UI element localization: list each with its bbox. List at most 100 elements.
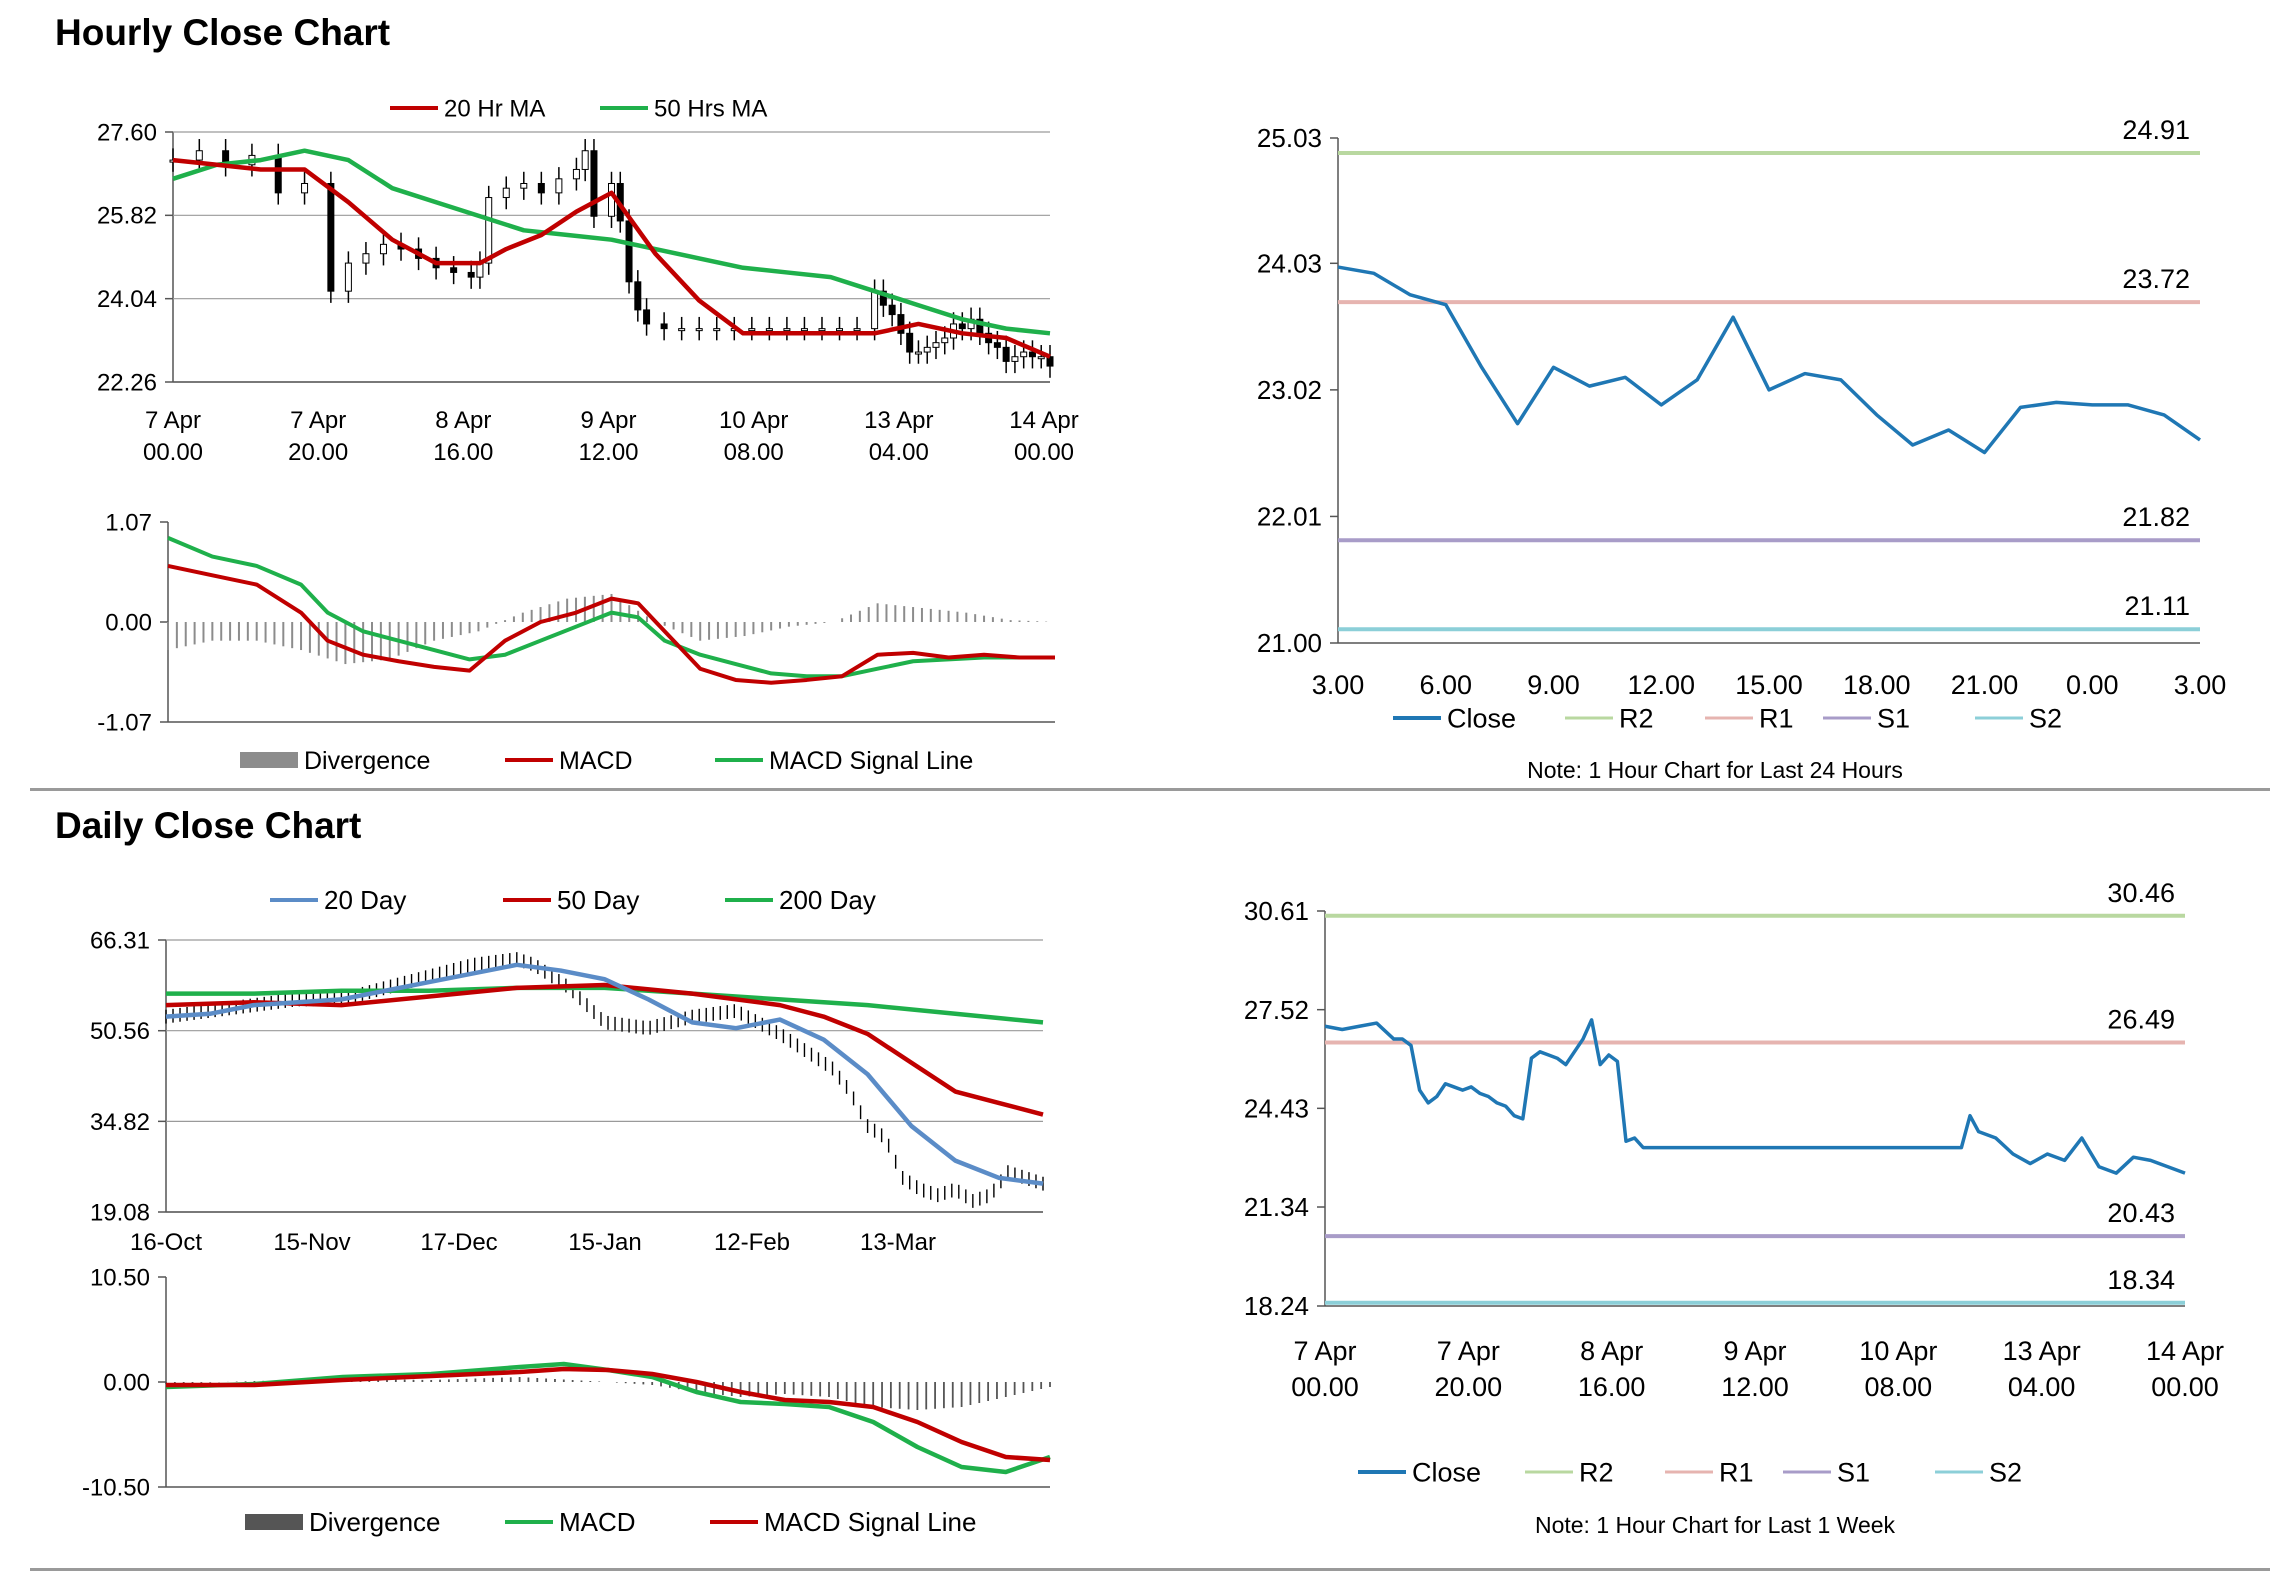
legend-hourly-macd-label: MACD (559, 747, 633, 775)
hourly-pivot-close-line (1337, 265, 2202, 455)
hourly-pivot-x-tick-label: 6.00 (1419, 670, 1472, 700)
legend-50hrs-ma-label: 50 Hrs MA (654, 95, 767, 122)
hourly-candle-body (713, 328, 721, 332)
hourly-pivot-x-tick-label: 3.00 (2174, 670, 2227, 700)
hourly-candle-body (195, 150, 203, 161)
daily-pivot-s2-label: 18.34 (2107, 1265, 2175, 1295)
hourly-pivot-note: Note: 1 Hour Chart for Last 24 Hours (1527, 757, 1903, 783)
hourly-price-y-tick-label: 22.26 (97, 369, 157, 396)
daily-macd-y-tick-label: 0.00 (103, 1369, 150, 1396)
hourly-candle-body (1002, 346, 1010, 362)
hourly-candle-body (993, 342, 1001, 348)
hourly-candle-body (301, 182, 309, 194)
hourly-candle-body (932, 342, 940, 348)
hourly-candle-body (537, 182, 545, 194)
section-divider (30, 788, 2270, 791)
hourly-section-title: Hourly Close Chart (55, 12, 391, 53)
daily-pivot-s1-label: 20.43 (2107, 1198, 2175, 1228)
hourly-macd-y-tick-label: -1.07 (97, 709, 152, 736)
legend-daily-macd-label: MACD (559, 1507, 636, 1537)
hourly-candle-body (836, 328, 844, 332)
daily-macd-line (165, 1361, 1051, 1475)
hourly-x-tick-label-2: 00.00 (1014, 439, 1074, 466)
hourly-candle-body (327, 182, 335, 292)
hourly-x-tick-label: 7 Apr (290, 407, 346, 434)
hourly-candle-body (520, 182, 528, 189)
hourly-pivot-x-tick-label: 9.00 (1527, 670, 1580, 700)
hourly-candle-body (871, 290, 879, 330)
hourly-candle-body (502, 187, 510, 199)
daily-pivot-x-tick-label-2: 00.00 (1291, 1372, 1359, 1402)
hourly-candle-body (581, 150, 589, 170)
hourly-candle-body (888, 304, 896, 316)
hourly-candle-body (853, 328, 861, 332)
legend-20day-label: 20 Day (324, 885, 406, 915)
hourly-macd-y-tick-label: 0.00 (105, 609, 152, 636)
daily-pivot-y-tick-label: 18.24 (1244, 1291, 1309, 1321)
daily-pivot-legend-s2-label: S2 (1989, 1457, 2022, 1487)
hourly-candle-body (897, 314, 905, 334)
hourly-pivot-x-tick-label: 0.00 (2066, 670, 2119, 700)
hourly-candle-body (695, 328, 703, 332)
daily-x-tick-label: 17-Dec (420, 1229, 497, 1256)
legend-20hr-ma-label: 20 Hr MA (444, 95, 545, 122)
hourly-pivot-legend-r2-label: R2 (1619, 703, 1654, 733)
hourly-x-tick-label: 14 Apr (1009, 407, 1078, 434)
hourly-pivot-y-tick-label: 25.03 (1257, 123, 1322, 153)
daily-pivot-x-tick-label-2: 16.00 (1578, 1372, 1646, 1402)
hourly-candle-body (590, 150, 598, 217)
hourly-candle-body (748, 328, 756, 332)
hourly-candle-body (1028, 351, 1036, 358)
hourly-ma20-line (172, 157, 1051, 359)
daily-macd-y-tick-label: -10.50 (82, 1474, 150, 1501)
legend-daily-divergence-swatch (245, 1514, 303, 1530)
hourly-candle-body (608, 182, 615, 217)
daily-pivot-r2-label: 30.46 (2107, 878, 2175, 908)
hourly-pivot-s2-label: 21.11 (2124, 591, 2190, 621)
legend-200day-label: 200 Day (779, 885, 876, 915)
hourly-candle-body (765, 328, 773, 332)
daily-pivot-legend-r2-label: R2 (1579, 1457, 1614, 1487)
legend-hourly-divergence-swatch (240, 752, 298, 768)
hourly-x-tick-label-2: 08.00 (724, 439, 784, 466)
daily-pivot-x-tick-label: 9 Apr (1723, 1336, 1786, 1366)
daily-x-tick-label: 16-Oct (130, 1229, 202, 1256)
legend-daily-signal-label: MACD Signal Line (764, 1507, 976, 1537)
hourly-x-tick-label: 13 Apr (864, 407, 933, 434)
hourly-candle-body (274, 154, 282, 194)
daily-50day-line (165, 982, 1044, 1117)
hourly-candle-body (1011, 356, 1019, 362)
hourly-x-tick-label-2: 00.00 (143, 439, 203, 466)
hourly-pivot-y-tick-label: 22.01 (1257, 502, 1322, 532)
hourly-candle-body (634, 281, 642, 311)
daily-price-y-tick-label: 19.08 (90, 1199, 150, 1226)
daily-pivot-note: Note: 1 Hour Chart for Last 1 Week (1535, 1512, 1896, 1538)
hourly-price-y-tick-label: 27.60 (97, 119, 157, 146)
hourly-x-tick-label: 9 Apr (580, 407, 636, 434)
hourly-candle-body (555, 178, 563, 194)
hourly-price-y-tick-label: 24.04 (97, 286, 157, 313)
daily-x-tick-label: 12-Feb (714, 1229, 790, 1256)
daily-section-title: Daily Close Chart (55, 805, 362, 846)
daily-pivot-x-tick-label-2: 00.00 (2151, 1372, 2219, 1402)
hourly-pivot-legend-s2-label: S2 (2029, 703, 2062, 733)
hourly-pivot-legend-r1-label: R1 (1759, 703, 1794, 733)
bottom-divider (30, 1568, 2270, 1571)
hourly-x-tick-label-2: 12.00 (578, 439, 638, 466)
hourly-candle-body (879, 290, 887, 306)
hourly-candle-body (660, 323, 668, 330)
hourly-pivot-x-tick-label: 12.00 (1627, 670, 1695, 700)
daily-x-tick-label: 15-Nov (273, 1229, 350, 1256)
daily-pivot-x-tick-label: 7 Apr (1437, 1336, 1500, 1366)
hourly-pivot-x-tick-label: 21.00 (1951, 670, 2019, 700)
hourly-pivot-x-tick-label: 18.00 (1843, 670, 1911, 700)
daily-20day-line (165, 962, 1044, 1186)
daily-pivot-x-tick-label-2: 04.00 (2008, 1372, 2076, 1402)
hourly-candle-body (678, 328, 686, 332)
daily-price-y-tick-label: 34.82 (90, 1109, 150, 1136)
daily-price-y-tick-label: 66.31 (90, 927, 150, 954)
daily-price-y-tick-label: 50.56 (90, 1018, 150, 1045)
daily-pivot-legend-r1-label: R1 (1719, 1457, 1754, 1487)
hourly-x-tick-label: 8 Apr (435, 407, 491, 434)
